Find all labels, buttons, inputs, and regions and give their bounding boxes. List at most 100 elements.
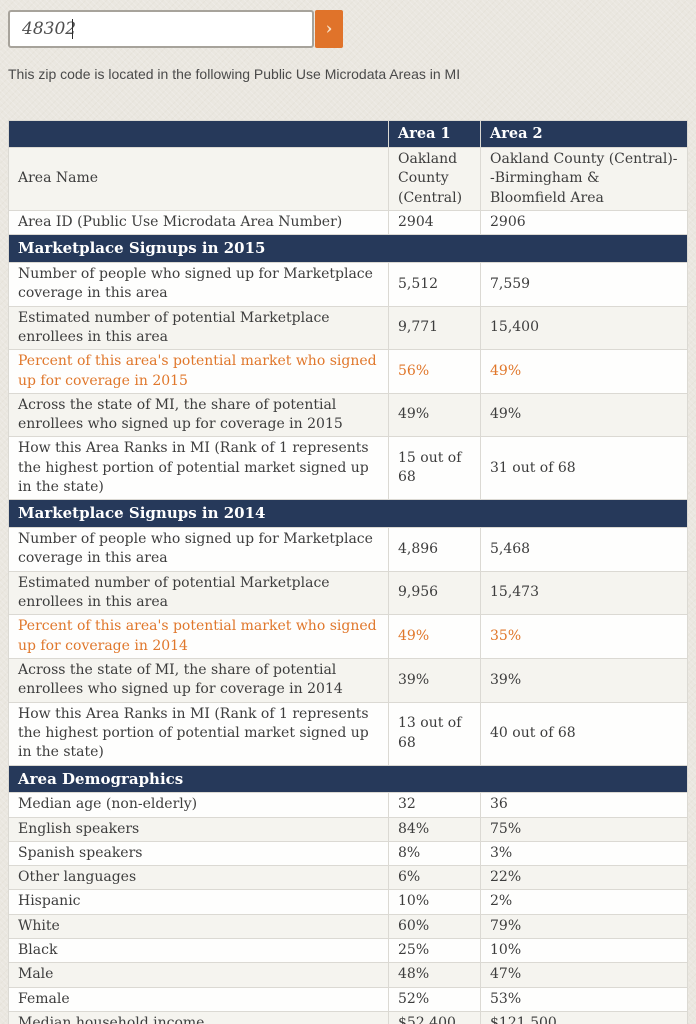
section-header: Marketplace Signups in 2014 (8, 499, 688, 529)
row-label: Across the state of MI, the share of pot… (8, 657, 389, 703)
table-row: Percent of this area's potential market … (8, 349, 688, 394)
table-row: Number of people who signed up for Marke… (8, 527, 688, 572)
row-label: Percent of this area's potential market … (8, 349, 389, 394)
search-submit-button[interactable]: › (315, 10, 343, 48)
area2-value: 10% (480, 938, 688, 964)
row-label: Spanish speakers (8, 840, 389, 867)
area1-value: 49% (388, 392, 481, 438)
section-header-row: Marketplace Signups in 2015 (8, 234, 688, 263)
row-label: Estimated number of potential Marketplac… (8, 305, 389, 351)
area2-value: 39% (480, 657, 688, 703)
area1-value: 4,896 (388, 527, 481, 572)
area1-value: 52% (388, 986, 481, 1013)
area1-value: 6% (388, 865, 481, 891)
row-label: Percent of this area's potential market … (8, 614, 389, 659)
table-row: Area Name Oakland County (Central) Oakland… (8, 147, 688, 211)
area2-value: 75% (480, 816, 688, 842)
area1-value: 39% (388, 657, 481, 703)
area1-value: 9,771 (388, 305, 481, 351)
table-row: Percent of this area's potential market … (8, 614, 688, 659)
row-label: Hispanic (8, 889, 389, 915)
area2-value: 15,400 (480, 305, 688, 351)
area2-value: 47% (480, 962, 688, 988)
table-row: Across the state of MI, the share of pot… (8, 657, 688, 703)
section-header-row: Marketplace Signups in 2014 (8, 499, 688, 529)
area2-value: 7,559 (480, 261, 688, 307)
table-row: Hispanic 10% 2% (8, 889, 688, 915)
row-label: Estimated number of potential Marketplac… (8, 570, 389, 616)
area1-value: 48% (388, 962, 481, 988)
area2-value: 49% (480, 392, 688, 438)
row-label: Across the state of MI, the share of pot… (8, 392, 389, 438)
area1-value: 13 out of 68 (388, 701, 481, 766)
row-label: Male (8, 962, 389, 988)
area1-value: 10% (388, 889, 481, 915)
area2-value: 31 out of 68 (480, 436, 688, 501)
area1-value: 8% (388, 840, 481, 867)
table-body: Area Name Oakland County (Central) Oakland… (8, 147, 688, 1024)
area2-value: 22% (480, 865, 688, 891)
table-row: Male 48% 47% (8, 962, 688, 988)
area2-value: 49% (480, 349, 688, 394)
zip-search-input[interactable] (8, 10, 314, 48)
table-row: White 60% 79% (8, 913, 688, 940)
table-row: Median household income $52,400 $121,500 (8, 1010, 688, 1024)
table-row: Median age (non-elderly) 32 36 (8, 792, 688, 818)
table-row: Number of people who signed up for Marke… (8, 261, 688, 307)
table-row: Estimated number of potential Marketplac… (8, 305, 688, 351)
row-label: English speakers (8, 816, 389, 842)
area1-value: 5,512 (388, 261, 481, 307)
text-cursor (72, 19, 73, 39)
table-row: How this Area Ranks in MI (Rank of 1 rep… (8, 701, 688, 766)
table-row: Black 25% 10% (8, 938, 688, 964)
area2-value: 35% (480, 614, 688, 659)
row-label: Female (8, 986, 389, 1013)
table-row: Spanish speakers 8% 3% (8, 840, 688, 867)
zip-input-wrap (8, 10, 314, 48)
area2-value: $121,500 (480, 1010, 688, 1024)
table-row: Other languages 6% 22% (8, 865, 688, 891)
area1-value: 32 (388, 792, 481, 818)
area2-value: 2906 (480, 209, 688, 236)
area1-value: 84% (388, 816, 481, 842)
puma-comparison-table: Area 1 Area 2 Area Name Oakland County (C… (8, 120, 688, 1024)
area2-value: 36 (480, 792, 688, 818)
section-header-row: Area Demographics (8, 764, 688, 794)
area1-value: 15 out of 68 (388, 436, 481, 501)
area2-value: 40 out of 68 (480, 701, 688, 766)
area2-value: 3% (480, 840, 688, 867)
chevron-right-icon: › (325, 19, 333, 39)
table-row: Across the state of MI, the share of pot… (8, 392, 688, 438)
section-header: Area Demographics (8, 764, 688, 794)
row-label: Median age (non-elderly) (8, 792, 389, 818)
row-label: Area ID (Public Use Microdata Area Numbe… (8, 209, 389, 236)
column-header-row: Area 1 Area 2 (8, 120, 688, 148)
row-label: Number of people who signed up for Marke… (8, 261, 389, 307)
area2-value: 15,473 (480, 570, 688, 616)
area2-value: 2% (480, 889, 688, 915)
row-label: Median household income (8, 1010, 389, 1024)
row-label: How this Area Ranks in MI (Rank of 1 rep… (8, 436, 389, 501)
table-row: Estimated number of potential Marketplac… (8, 570, 688, 616)
row-label: Other languages (8, 865, 389, 891)
area1-value: 9,956 (388, 570, 481, 616)
area1-value: 49% (388, 614, 481, 659)
area1-value: Oakland County (Central) (388, 147, 481, 211)
zip-search-bar: › (8, 10, 688, 48)
area1-value: 60% (388, 913, 481, 940)
area1-value: 56% (388, 349, 481, 394)
area1-value: 2904 (388, 209, 481, 236)
column-header-area2: Area 2 (480, 120, 688, 148)
area1-value: 25% (388, 938, 481, 964)
table-row: English speakers 84% 75% (8, 816, 688, 842)
row-label: Area Name (8, 147, 389, 211)
area2-value: Oakland County (Central)--Birmingham & B… (480, 147, 688, 211)
column-header-blank (8, 120, 389, 148)
section-header: Marketplace Signups in 2015 (8, 234, 688, 263)
result-description: This zip code is located in the followin… (8, 66, 461, 82)
row-label: Black (8, 938, 389, 964)
row-label: How this Area Ranks in MI (Rank of 1 rep… (8, 701, 389, 766)
area2-value: 79% (480, 913, 688, 940)
table-row: Area ID (Public Use Microdata Area Numbe… (8, 209, 688, 236)
